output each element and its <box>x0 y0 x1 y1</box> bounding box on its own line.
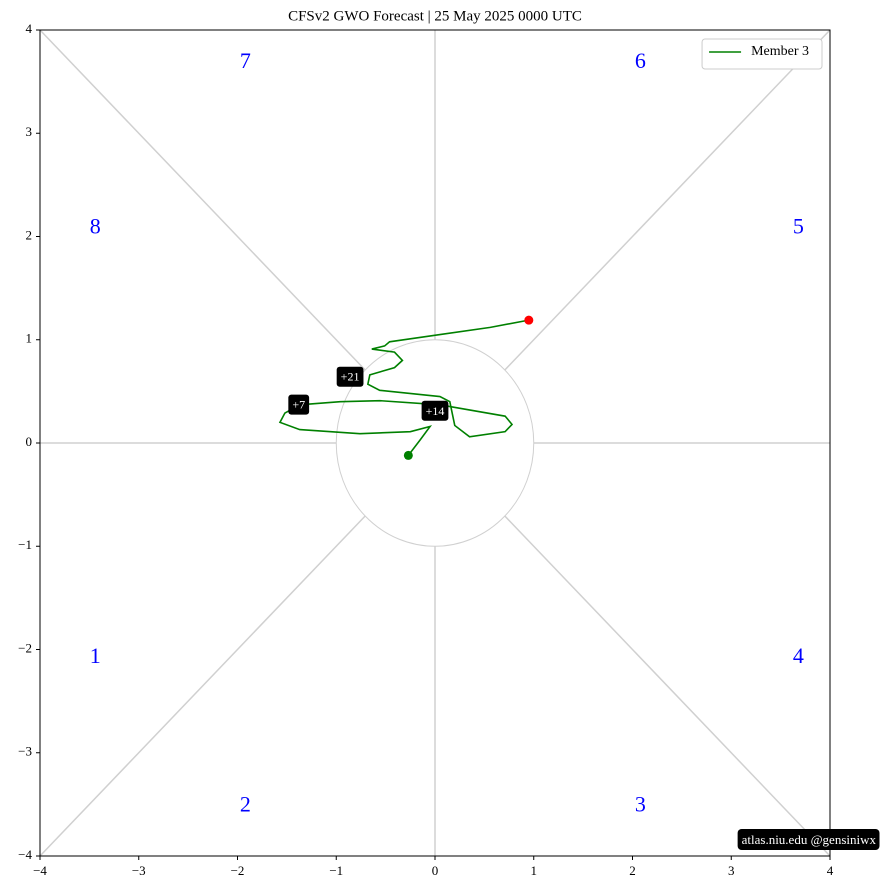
guide-line <box>504 29 831 371</box>
chart-title: CFSv2 GWO Forecast | 25 May 2025 0000 UT… <box>288 8 582 24</box>
y-tick-label: −2 <box>18 640 32 655</box>
x-tick-label: −3 <box>132 863 146 878</box>
start-point <box>403 450 413 460</box>
legend-box <box>701 38 823 70</box>
x-tick-label: −2 <box>231 863 245 878</box>
guide-line <box>39 29 366 371</box>
phase-label: 4 <box>793 643 804 668</box>
phase-label: 1 <box>90 643 101 668</box>
phase-label: 5 <box>793 213 804 238</box>
y-tick-label: 3 <box>26 124 33 139</box>
x-tick-label: −1 <box>329 863 343 878</box>
x-tick-label: 0 <box>432 863 439 878</box>
watermark-text: atlas.niu.edu @gensiniwx <box>742 832 877 847</box>
annotation-box <box>336 366 364 387</box>
x-tick-label: 4 <box>827 863 834 878</box>
day-annotation: +21 <box>336 366 364 387</box>
y-tick-label: 0 <box>26 434 33 449</box>
y-tick-label: −4 <box>18 847 32 862</box>
phase-label: 2 <box>240 791 251 816</box>
y-tick-label: 2 <box>26 227 33 242</box>
guide-line <box>504 515 831 857</box>
phase-label: 6 <box>635 48 646 73</box>
day-annotation: +14 <box>421 400 449 421</box>
annotation-box <box>288 394 310 415</box>
y-tick-label: 4 <box>26 21 33 36</box>
legend: Member 3 <box>701 38 823 70</box>
end-point <box>524 315 534 325</box>
annotation-text: +7 <box>292 398 305 412</box>
y-tick-label: −1 <box>18 537 32 552</box>
day-annotation: +7 <box>288 394 310 415</box>
phase-label: 7 <box>240 48 251 73</box>
annotation-text: +14 <box>426 404 445 418</box>
annotation-text: +21 <box>341 370 360 384</box>
watermark-box <box>737 828 880 850</box>
x-tick-label: −4 <box>33 863 47 878</box>
y-tick-label: 1 <box>26 331 33 346</box>
y-tick-label: −3 <box>18 744 32 759</box>
x-tick-label: 3 <box>728 863 735 878</box>
phase-label: 3 <box>635 791 646 816</box>
trajectory-line <box>278 319 529 456</box>
watermark: atlas.niu.edu @gensiniwx <box>737 828 880 850</box>
annotation-box <box>421 400 449 421</box>
guide-line <box>39 515 366 857</box>
x-tick-label: 1 <box>531 863 538 878</box>
x-tick-label: 2 <box>629 863 636 878</box>
legend-label: Member 3 <box>751 44 809 59</box>
phase-label: 8 <box>90 213 101 238</box>
